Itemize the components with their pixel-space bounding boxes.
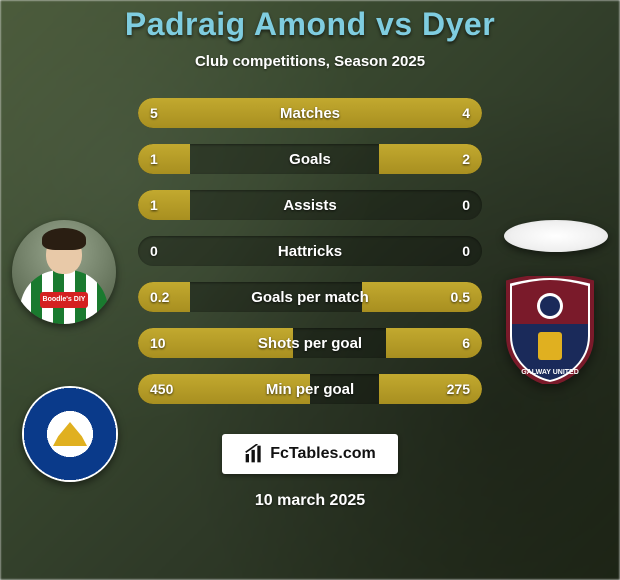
stat-value-left: 1: [150, 197, 158, 213]
player1-hair: [42, 228, 86, 250]
bar-fill-left: [138, 144, 190, 174]
stat-value-left: 450: [150, 381, 173, 397]
player2-avatar-placeholder: [504, 220, 608, 252]
stat-value-left: 1: [150, 151, 158, 167]
stat-value-right: 0.5: [451, 289, 470, 305]
stat-label: Shots per goal: [258, 335, 362, 352]
chart-icon: [244, 444, 264, 464]
stat-label: Goals: [289, 151, 331, 168]
ship-icon: [53, 422, 87, 446]
stat-row: 1 Assists 0: [138, 190, 482, 220]
page-title: Padraig Amond vs Dyer: [0, 6, 620, 43]
stat-label: Assists: [283, 197, 336, 214]
stat-row: 1 Goals 2: [138, 144, 482, 174]
player2-club-crest: GALWAY UNITED: [500, 276, 600, 384]
stat-value-right: 4: [462, 105, 470, 121]
stat-value-left: 10: [150, 335, 166, 351]
svg-text:GALWAY UNITED: GALWAY UNITED: [521, 369, 579, 376]
player1-avatar: Boodle's DIY: [12, 220, 116, 324]
stat-label: Hattricks: [278, 243, 342, 260]
stat-value-right: 0: [462, 243, 470, 259]
stat-row: 0 Hattricks 0: [138, 236, 482, 266]
date-text: 10 march 2025: [0, 492, 620, 510]
stat-row: 450 Min per goal 275: [138, 374, 482, 404]
brand-badge: FcTables.com: [222, 434, 398, 474]
stat-value-right: 6: [462, 335, 470, 351]
stat-label: Min per goal: [266, 381, 354, 398]
player1-club-crest: [22, 386, 118, 482]
stat-row: 10 Shots per goal 6: [138, 328, 482, 358]
stat-value-right: 2: [462, 151, 470, 167]
stat-value-right: 0: [462, 197, 470, 213]
player1-sponsor: Boodle's DIY: [40, 292, 88, 308]
bar-fill-left: [138, 190, 190, 220]
stat-label: Goals per match: [251, 289, 369, 306]
stat-value-left: 0.2: [150, 289, 169, 305]
comparison-stage: Boodle's DIY GALWAY UNITED 5 Matches 4 1 Goa…: [0, 98, 620, 418]
stat-row: 0.2 Goals per match 0.5: [138, 282, 482, 312]
subtitle: Club competitions, Season 2025: [0, 53, 620, 70]
stat-value-left: 0: [150, 243, 158, 259]
bars-container: 5 Matches 4 1 Goals 2 1 Assists 0 0 Hattricks 0 0.2 G…: [138, 98, 482, 420]
stat-row: 5 Matches 4: [138, 98, 482, 128]
stat-label: Matches: [280, 105, 340, 122]
brand-text: FcTables.com: [270, 445, 376, 463]
card: Padraig Amond vs Dyer Club competitions,…: [0, 0, 620, 580]
stat-value-right: 275: [447, 381, 470, 397]
stat-value-left: 5: [150, 105, 158, 121]
